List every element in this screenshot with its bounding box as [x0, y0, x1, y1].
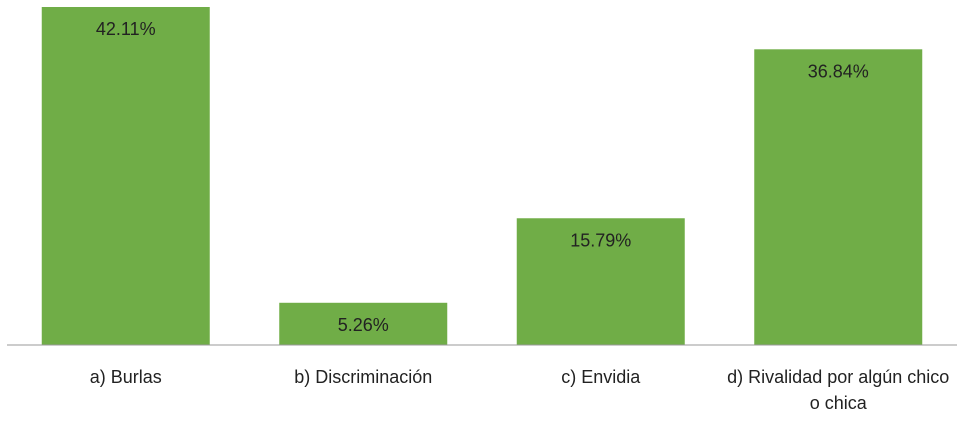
value-label: 42.11% [96, 19, 156, 39]
value-label: 5.26% [338, 315, 389, 335]
value-label: 15.79% [570, 230, 631, 250]
x-tick-label: d) Rivalidad por algún chico o chica [727, 367, 950, 413]
x-tick-label: a) Burlas [89, 367, 162, 387]
bar [516, 218, 685, 345]
x-tick-label: b) Discriminación [294, 367, 433, 387]
bar [41, 7, 210, 345]
bar [279, 302, 448, 345]
bar [754, 49, 923, 345]
x-tick-label: c) Envidia [561, 367, 641, 387]
value-label: 36.84% [808, 61, 869, 81]
